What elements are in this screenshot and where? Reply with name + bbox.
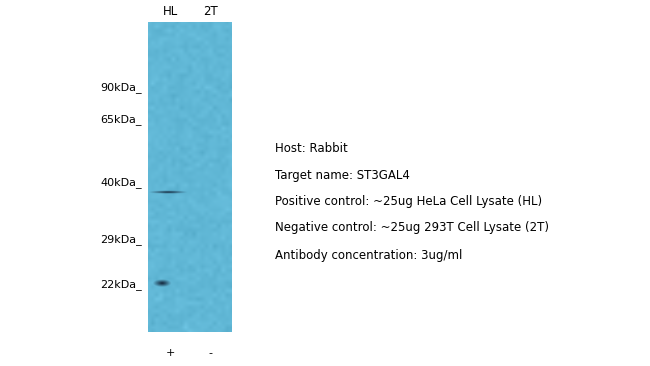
Text: Negative control: ~25ug 293T Cell Lysate (2T): Negative control: ~25ug 293T Cell Lysate… — [275, 221, 549, 235]
Text: -: - — [208, 348, 212, 358]
Text: Target name: ST3GAL4: Target name: ST3GAL4 — [275, 168, 410, 182]
Text: 29kDa_: 29kDa_ — [100, 235, 142, 246]
Text: HL: HL — [162, 5, 177, 18]
Text: 2T: 2T — [203, 5, 217, 18]
Text: Positive control: ~25ug HeLa Cell Lysate (HL): Positive control: ~25ug HeLa Cell Lysate… — [275, 195, 542, 209]
Text: +: + — [165, 348, 175, 358]
Text: 90kDa_: 90kDa_ — [100, 83, 142, 93]
Text: 40kDa_: 40kDa_ — [100, 178, 142, 188]
Text: 22kDa_: 22kDa_ — [100, 280, 142, 291]
Text: Antibody concentration: 3ug/ml: Antibody concentration: 3ug/ml — [275, 249, 462, 261]
Text: Host: Rabbit: Host: Rabbit — [275, 142, 348, 154]
Text: 65kDa_: 65kDa_ — [101, 115, 142, 126]
